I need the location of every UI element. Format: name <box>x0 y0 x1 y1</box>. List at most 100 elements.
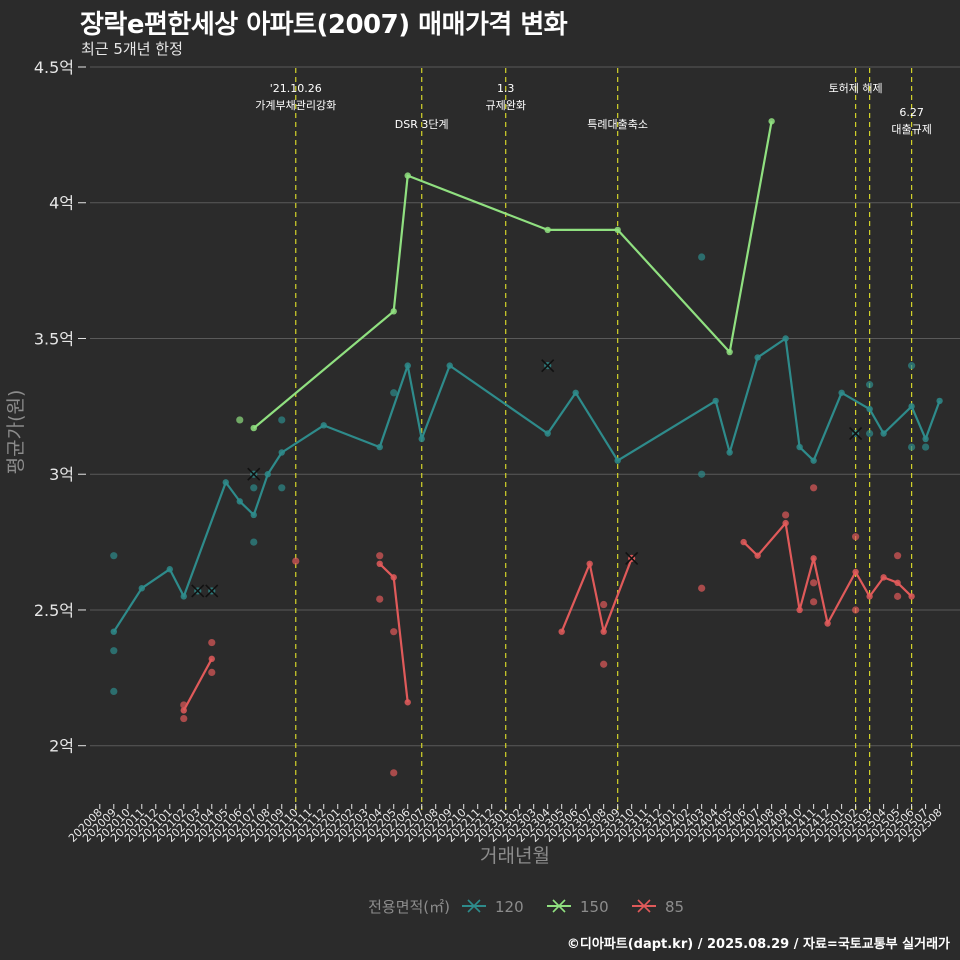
line-point-85 <box>600 628 607 635</box>
line-point-85 <box>376 560 383 568</box>
source-caption: ©디아파트(dapt.kr) / 2025.08.29 / 자료=국토교통부 실… <box>566 937 950 952</box>
line-point-120 <box>264 471 271 478</box>
line-point-85 <box>754 552 761 559</box>
scatter-point-120 <box>110 647 118 655</box>
line-point-120 <box>418 435 425 443</box>
scatter-point-120 <box>110 552 118 560</box>
scatter-point-85 <box>180 714 188 723</box>
policy-annotation: 6.27 <box>899 106 924 119</box>
line-point-120 <box>222 479 229 486</box>
line-point-120 <box>782 335 789 342</box>
line-point-85 <box>810 555 817 562</box>
line-point-85 <box>404 699 411 706</box>
cancelled-x-marker <box>849 426 863 441</box>
line-point-120 <box>810 457 817 464</box>
line-point-85 <box>824 620 831 627</box>
line-point-85 <box>208 655 215 663</box>
scatter-point-85 <box>810 598 818 606</box>
line-point-120 <box>796 443 803 451</box>
policy-annotation: 가계부채관리강화 <box>255 99 336 112</box>
policy-annotation: 1.3 <box>497 82 515 95</box>
scatter-point-85 <box>180 701 188 709</box>
scatter-point-85 <box>376 595 384 603</box>
line-point-120 <box>110 628 117 635</box>
line-point-120 <box>754 354 761 361</box>
legend-label: 150 <box>580 898 609 916</box>
scatter-point-120 <box>908 362 916 370</box>
line-point-85 <box>894 579 901 587</box>
scatter-point-85 <box>600 660 608 668</box>
scatter-point-120 <box>866 381 874 389</box>
line-point-120 <box>838 389 845 396</box>
line-point-120 <box>726 449 733 456</box>
scatter-point-85 <box>390 628 398 636</box>
scatter-point-120 <box>278 484 286 492</box>
scatter-point-85 <box>894 552 902 560</box>
scatter-point-85 <box>810 579 818 587</box>
scatter-point-85 <box>852 606 860 614</box>
legend-label: 120 <box>495 898 524 916</box>
line-point-120 <box>908 403 915 410</box>
scatter-point-85 <box>810 484 818 492</box>
line-point-85 <box>586 560 593 568</box>
cancelled-x-marker <box>205 584 219 598</box>
line-point-85 <box>796 606 803 614</box>
line-point-85 <box>180 707 187 714</box>
legend-key-x <box>637 899 651 913</box>
y-tick-label: 2.5억 <box>34 601 74 620</box>
line-point-120 <box>320 422 327 429</box>
scatter-point-85 <box>600 600 608 609</box>
line-point-150 <box>250 424 257 432</box>
line-point-120 <box>250 511 257 519</box>
line-point-120 <box>166 566 173 573</box>
scatter-point-85 <box>852 533 860 541</box>
line-point-120 <box>446 362 453 369</box>
scatter-point-85 <box>376 552 384 560</box>
series-line-150 <box>253 121 773 429</box>
scatter-point-85 <box>782 511 790 519</box>
x-axis-title: 거래년월 <box>480 845 550 867</box>
scatter-point-120 <box>250 538 258 546</box>
legend-key-x <box>467 899 481 913</box>
scatter-point-120 <box>390 389 398 397</box>
line-point-120 <box>138 585 145 592</box>
y-tick-label: 4.5억 <box>34 58 74 77</box>
line-point-120 <box>544 430 551 437</box>
scatter-point-85 <box>894 592 902 600</box>
scatter-point-150 <box>236 416 244 424</box>
line-point-150 <box>768 118 775 125</box>
legend-label: 85 <box>665 898 684 916</box>
line-point-85 <box>880 574 887 581</box>
series-line-85 <box>560 558 633 633</box>
scatter-point-85 <box>390 769 398 777</box>
chart-subtitle: 최근 5개년 한정 <box>81 40 183 58</box>
line-point-85 <box>782 519 789 527</box>
line-point-120 <box>712 397 719 405</box>
scatter-point-120 <box>278 416 286 424</box>
scatter-point-120 <box>908 443 916 451</box>
series-line-85 <box>742 521 913 625</box>
line-point-120 <box>278 449 285 456</box>
scatter-point-85 <box>292 557 300 565</box>
policy-annotation: DSR 3단계 <box>395 118 449 131</box>
line-point-85 <box>852 568 859 576</box>
policy-annotation: 규제완화 <box>485 99 525 112</box>
y-tick-label: 3억 <box>49 465 74 484</box>
y-tick-label: 2억 <box>49 737 74 756</box>
line-point-85 <box>866 593 873 600</box>
scatter-point-85 <box>698 584 706 592</box>
policy-annotation: 특례대출축소 <box>587 118 648 131</box>
line-point-150 <box>404 172 411 179</box>
scatter-point-120 <box>698 470 706 478</box>
scatter-point-120 <box>698 253 706 261</box>
line-point-120 <box>866 405 873 413</box>
line-point-150 <box>544 226 551 234</box>
line-point-120 <box>936 397 943 405</box>
line-point-120 <box>236 498 243 505</box>
line-point-120 <box>614 457 621 464</box>
line-point-150 <box>390 308 397 315</box>
cancelled-x-marker <box>247 467 261 481</box>
line-point-120 <box>922 435 929 443</box>
cancelled-x-marker <box>541 359 555 373</box>
legend-title: 전용면적(㎡) <box>368 898 450 916</box>
